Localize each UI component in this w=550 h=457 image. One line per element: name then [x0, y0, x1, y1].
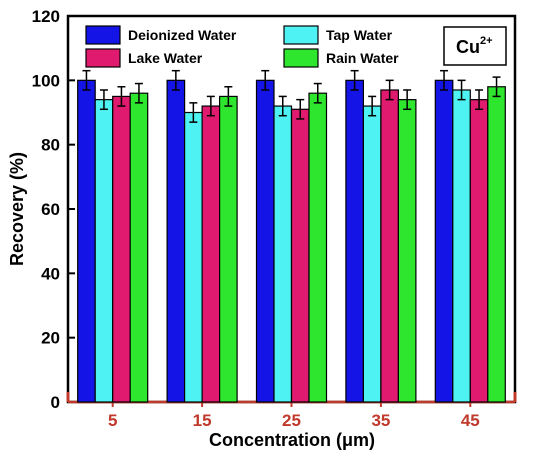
ion-label: Cu2+	[456, 35, 493, 57]
legend: Deionized Water Tap Water Lake Water Rain W…	[85, 25, 399, 68]
x-tick-label: 45	[461, 411, 480, 430]
y-tick-label: 60	[41, 200, 60, 219]
ion-annotation-box	[443, 26, 507, 66]
legend-label: Rain Water	[326, 50, 399, 66]
y-tick-label: 0	[51, 393, 60, 412]
y-tick-label: 40	[41, 264, 60, 283]
y-tick-label: 20	[41, 329, 60, 348]
bar	[345, 79, 364, 403]
bar	[452, 89, 471, 403]
legend-swatch	[85, 48, 121, 68]
legend-swatch	[283, 25, 319, 45]
y-tick-label: 80	[41, 136, 60, 155]
legend-swatch	[85, 25, 121, 45]
legend-label: Tap Water	[326, 27, 393, 43]
y-tick-label: 120	[32, 7, 60, 26]
legend-label: Deionized Water	[128, 27, 237, 43]
x-tick-label: 25	[282, 411, 301, 430]
bar	[487, 86, 506, 403]
legend-item: Rain Water	[283, 48, 399, 68]
bar	[380, 89, 399, 403]
y-tick-label: 100	[32, 71, 60, 90]
bar	[184, 111, 203, 403]
legend-item: Tap Water	[283, 25, 393, 45]
bar	[129, 92, 149, 403]
legend-item: Deionized Water	[85, 25, 237, 45]
bar	[308, 92, 328, 403]
x-tick-label: 35	[371, 411, 390, 430]
bar	[201, 105, 221, 403]
bars-group	[77, 69, 506, 403]
y-axis: 0 20 40 60 80 100 120	[32, 7, 75, 412]
bar	[166, 79, 186, 403]
bar	[434, 79, 454, 403]
y-axis-title: Recovery (%)	[7, 152, 27, 266]
legend-swatch	[283, 48, 319, 68]
bar	[469, 99, 489, 403]
legend-label: Lake Water	[128, 50, 203, 66]
bar	[112, 95, 131, 403]
legend-item: Lake Water	[85, 48, 203, 68]
bar	[397, 99, 417, 403]
bar	[273, 105, 293, 403]
bar	[362, 105, 382, 403]
bar	[77, 79, 96, 403]
bar	[290, 108, 310, 403]
bar	[219, 95, 238, 403]
x-axis-title: Concentration (μm)	[209, 430, 375, 450]
x-tick-label: 15	[193, 411, 212, 430]
bar	[94, 99, 114, 403]
x-tick-label: 5	[108, 411, 117, 430]
bar	[255, 79, 275, 403]
